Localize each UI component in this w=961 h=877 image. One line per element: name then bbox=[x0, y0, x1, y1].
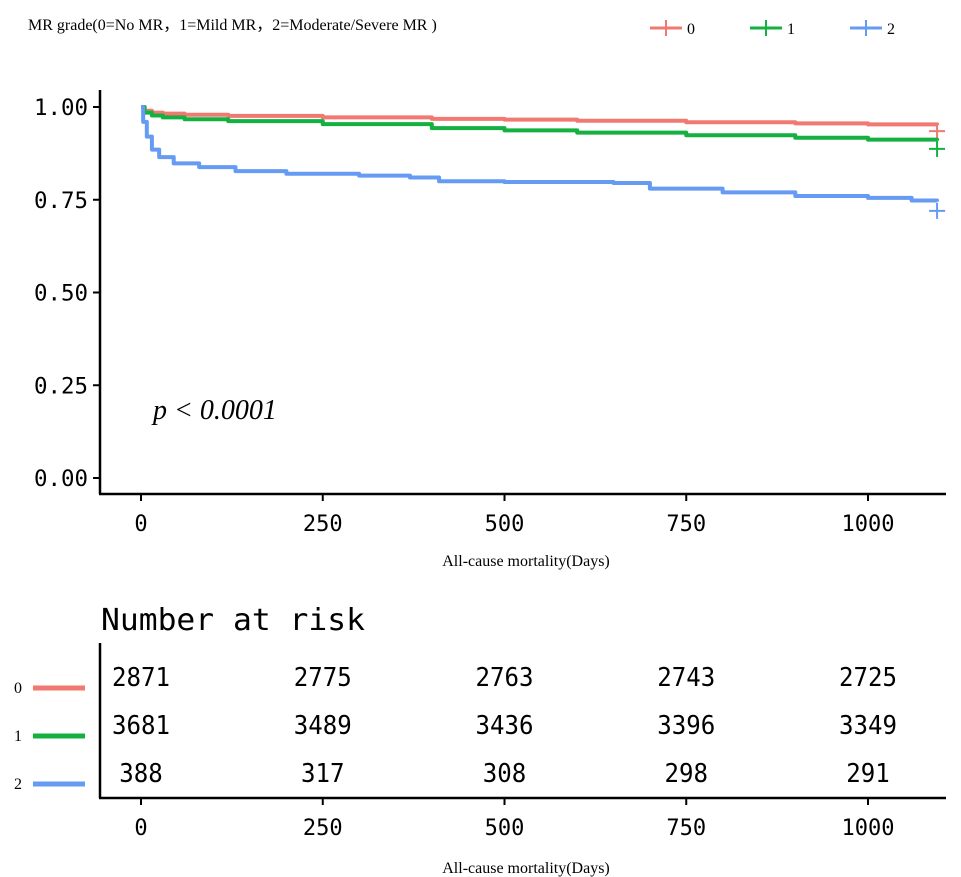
risk-value: 291 bbox=[846, 759, 890, 789]
risk-value: 3349 bbox=[839, 711, 897, 741]
risk-value: 2871 bbox=[112, 663, 170, 693]
survival-curve-2 bbox=[141, 105, 940, 203]
legend-item-1: 1 bbox=[750, 20, 795, 38]
x-tick-label: 750 bbox=[666, 512, 706, 537]
legend-items: 0 1 2 bbox=[650, 20, 895, 38]
risk-x-tick-label: 0 bbox=[134, 816, 147, 841]
risk-value: 2775 bbox=[294, 663, 352, 693]
censor-mark-0 bbox=[929, 123, 946, 140]
y-tick-label: 0.75 bbox=[34, 189, 88, 214]
x-tick-label: 1000 bbox=[842, 512, 895, 537]
legend-item-0: 0 bbox=[650, 20, 695, 38]
p-value-annotation: p < 0.0001 bbox=[151, 395, 277, 426]
x-tick-label: 0 bbox=[134, 512, 147, 537]
risk-x-axis-title: All-cause mortality(Days) bbox=[442, 860, 610, 877]
x-ticks: 0 250 500 750 1000 bbox=[134, 494, 894, 537]
risk-x-tick-label: 1000 bbox=[842, 816, 895, 841]
risk-row-1: 1 3681 3489 3436 3396 3349 bbox=[14, 711, 897, 745]
risk-value: 2743 bbox=[657, 663, 715, 693]
risk-value: 3681 bbox=[112, 711, 170, 741]
risk-table: Number at risk 0 2871 2775 2763 2743 2725 1 368… bbox=[14, 603, 946, 877]
risk-x-tick-label: 250 bbox=[303, 816, 343, 841]
risk-x-ticks: 0 250 500 750 1000 bbox=[134, 798, 894, 841]
survival-curves bbox=[141, 105, 946, 219]
risk-value: 308 bbox=[483, 759, 527, 789]
y-ticks: 0.00 0.25 0.50 0.75 1.00 bbox=[34, 96, 100, 492]
risk-row-0: 0 2871 2775 2763 2743 2725 bbox=[14, 663, 897, 697]
x-tick-label: 250 bbox=[303, 512, 343, 537]
risk-row-label: 2 bbox=[14, 776, 22, 793]
survival-curve-0 bbox=[141, 105, 940, 127]
survival-plot: 0.00 0.25 0.50 0.75 1.00 0 250 500 750 1000 p < … bbox=[34, 90, 946, 570]
risk-x-tick-label: 750 bbox=[666, 816, 706, 841]
censor-mark-2 bbox=[929, 202, 946, 219]
risk-value: 2725 bbox=[839, 663, 897, 693]
risk-value: 2763 bbox=[476, 663, 534, 693]
legend-label: 1 bbox=[787, 21, 795, 38]
survival-curve-1 bbox=[141, 105, 940, 142]
x-axis-title: All-cause mortality(Days) bbox=[442, 553, 610, 570]
legend: MR grade(0=No MR，1=Mild MR，2=Moderate/Se… bbox=[28, 17, 895, 38]
legend-label: 0 bbox=[687, 21, 695, 38]
censor-mark-1 bbox=[929, 140, 946, 157]
risk-rows: 0 2871 2775 2763 2743 2725 1 3681 3489 3436 3396 33… bbox=[14, 663, 897, 793]
risk-row-2: 2 388 317 308 298 291 bbox=[14, 759, 890, 793]
y-tick-label: 0.00 bbox=[34, 467, 88, 492]
y-tick-label: 0.50 bbox=[34, 282, 88, 307]
risk-value: 298 bbox=[665, 759, 709, 789]
risk-value: 3489 bbox=[294, 711, 352, 741]
legend-label: 2 bbox=[887, 21, 895, 38]
risk-value: 3436 bbox=[476, 711, 534, 741]
legend-item-2: 2 bbox=[850, 20, 895, 38]
legend-title: MR grade(0=No MR，1=Mild MR，2=Moderate/Se… bbox=[28, 17, 437, 34]
risk-row-label: 0 bbox=[14, 680, 22, 697]
risk-value: 388 bbox=[119, 759, 163, 789]
risk-value: 3396 bbox=[657, 711, 715, 741]
risk-row-label: 1 bbox=[14, 728, 22, 745]
risk-x-tick-label: 500 bbox=[485, 816, 525, 841]
risk-value: 317 bbox=[301, 759, 345, 789]
y-tick-label: 1.00 bbox=[34, 96, 88, 121]
risk-table-title: Number at risk bbox=[101, 603, 365, 638]
y-tick-label: 0.25 bbox=[34, 374, 88, 399]
x-tick-label: 500 bbox=[485, 512, 525, 537]
